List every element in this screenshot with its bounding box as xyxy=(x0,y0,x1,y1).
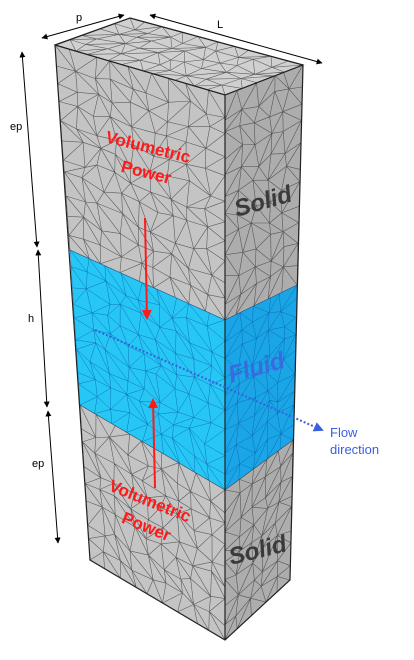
dim-h-label: h xyxy=(28,313,34,325)
dim-p-line xyxy=(41,13,125,40)
dim-ep-top-label: ep xyxy=(10,121,22,133)
dim-L-line xyxy=(149,13,323,65)
flow-direction-arrow xyxy=(94,329,324,432)
dim-h-line xyxy=(35,249,50,408)
mesh-lines xyxy=(225,439,294,640)
dim-ep-bottom-line xyxy=(45,410,61,544)
dim-L-label: L xyxy=(217,19,223,31)
power-arrow-top xyxy=(141,217,152,320)
mesh-lines xyxy=(225,284,298,491)
block-outline xyxy=(54,17,304,641)
mesh-lines xyxy=(69,249,225,491)
flow-label-line2: direction xyxy=(330,442,379,457)
flow-label-line1: Flow xyxy=(330,425,358,440)
solid-lower-front xyxy=(80,405,225,640)
power-arrow-bottom xyxy=(148,398,159,489)
dim-p-label: p xyxy=(76,12,82,24)
mesh-lines xyxy=(79,404,225,640)
solid-lower-side xyxy=(225,440,293,640)
dim-ep-bottom-label: ep xyxy=(32,458,44,470)
dim-ep-top-line xyxy=(19,51,40,248)
dimensions: p L ep h ep xyxy=(10,12,323,544)
solid-upper-front xyxy=(55,45,225,320)
block xyxy=(53,17,305,641)
